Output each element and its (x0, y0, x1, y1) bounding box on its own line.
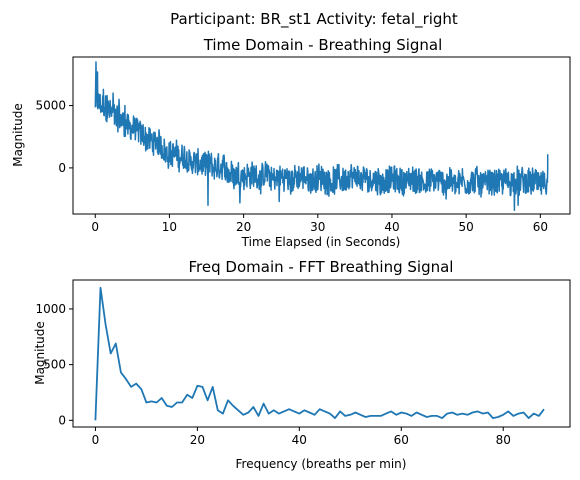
x-tick-label: 50 (459, 220, 474, 234)
time-chart-title: Time Domain - Breathing Signal (203, 36, 443, 54)
freq-chart-ylabel: Magnitude (33, 321, 47, 385)
chart-time-domain: Time Domain - Breathing Signal 0 10 20 30 40… (11, 36, 570, 249)
fft-line (95, 288, 544, 421)
y-tick-label: 0 (58, 161, 66, 175)
x-tick-label: 30 (310, 220, 325, 234)
x-tick-label: 0 (92, 433, 100, 447)
y-tick-label: 5000 (35, 99, 66, 113)
x-tick-label: 80 (496, 433, 511, 447)
y-tick-label: 1000 (35, 302, 66, 316)
x-tick-label: 40 (384, 220, 399, 234)
breathing-signal-line (95, 62, 547, 210)
time-chart-plot (95, 62, 547, 210)
time-chart-ylabel: Magnitude (11, 103, 25, 167)
time-chart-y-axis: 0 5000 (35, 99, 73, 175)
x-tick-label: 60 (394, 433, 409, 447)
x-tick-label: 40 (292, 433, 307, 447)
chart-freq-domain: Freq Domain - FFT Breathing Signal 0 20 40… (33, 258, 570, 471)
time-chart-xlabel: Time Elapsed (in Seconds) (241, 235, 401, 249)
time-chart-x-axis: 0 10 20 30 40 50 60 (91, 214, 548, 234)
x-tick-label: 60 (533, 220, 548, 234)
figure-suptitle: Participant: BR_st1 Activity: fetal_righ… (170, 10, 458, 29)
freq-chart-x-axis: 0 20 40 60 80 (92, 427, 511, 447)
x-tick-label: 10 (162, 220, 177, 234)
freq-chart-frame (73, 280, 570, 427)
x-tick-label: 20 (236, 220, 251, 234)
x-tick-label: 20 (190, 433, 205, 447)
y-tick-label: 0 (58, 413, 66, 427)
x-tick-label: 0 (91, 220, 99, 234)
freq-chart-xlabel: Frequency (breaths per min) (236, 457, 407, 471)
freq-chart-title: Freq Domain - FFT Breathing Signal (189, 258, 454, 276)
freq-chart-plot (95, 288, 544, 421)
